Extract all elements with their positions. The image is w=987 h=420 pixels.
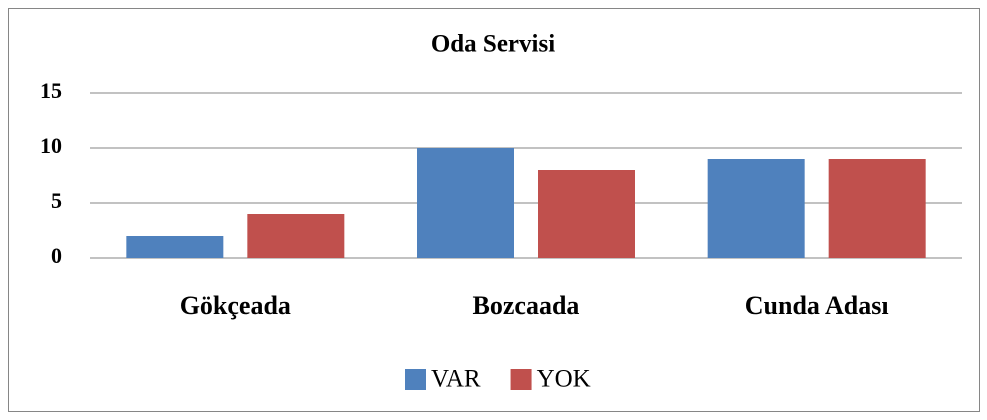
legend-label: VAR [431,366,481,393]
legend-swatch [405,369,426,390]
bar [828,159,926,258]
bar [538,170,635,258]
legend-label: YOK [537,366,591,393]
y-tick-label: 0 [51,243,62,268]
x-tick-label: Bozcaada [473,291,580,320]
bar [417,148,514,258]
y-tick-label: 5 [51,188,62,213]
legend-swatch [510,369,532,390]
bar [247,214,345,258]
bar [126,236,224,258]
x-tick-label: Cunda Adası [745,291,889,320]
y-tick-label: 10 [40,133,62,158]
bar [707,159,805,258]
x-tick-label: Gökçeada [180,291,291,320]
y-tick-label: 15 [40,78,62,103]
chart-title: Oda Servisi [431,31,555,58]
